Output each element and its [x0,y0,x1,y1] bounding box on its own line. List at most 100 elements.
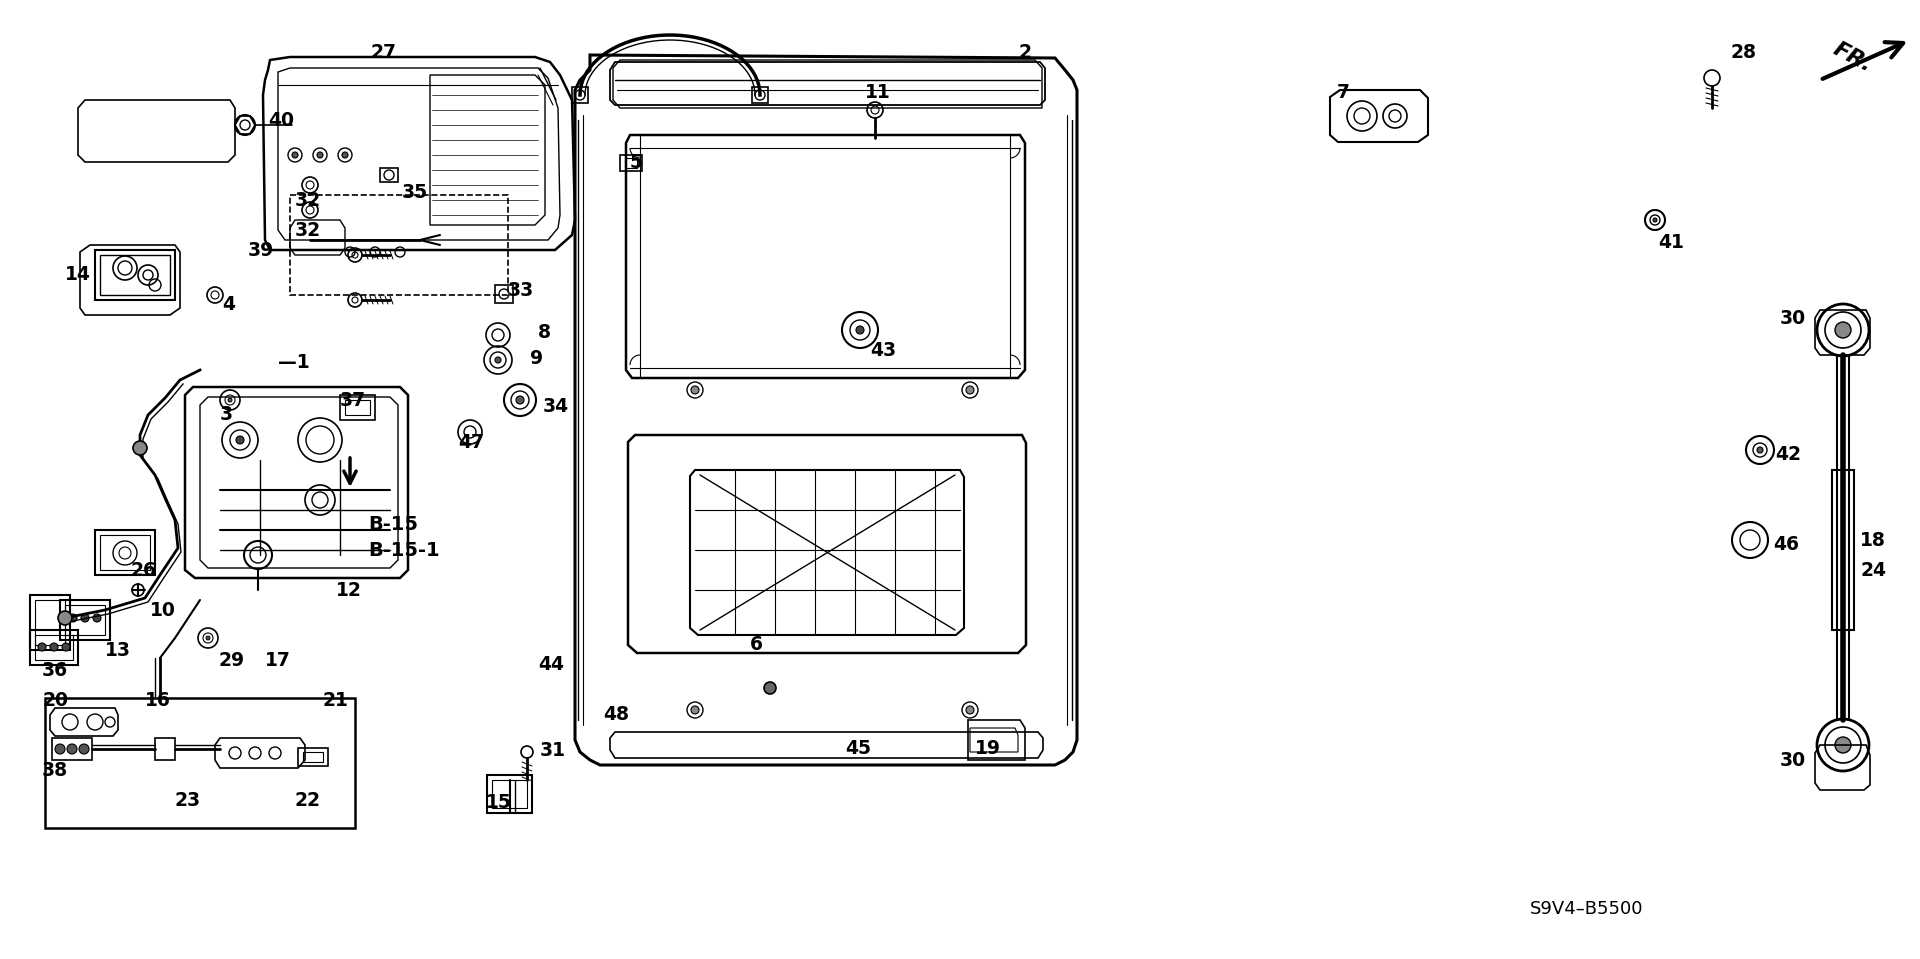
Text: 27: 27 [371,42,396,61]
Bar [94,530,156,575]
Text: 41: 41 [1659,232,1684,251]
Text: 22: 22 [296,790,321,809]
Text: 35: 35 [401,182,428,201]
Text: 34: 34 [543,397,568,416]
Circle shape [69,614,77,622]
Text: 14: 14 [65,266,90,285]
Bar [52,738,92,760]
Circle shape [81,614,88,622]
Bar [488,775,532,813]
Circle shape [132,441,148,455]
Text: 44: 44 [538,656,564,674]
Circle shape [67,744,77,754]
Bar [492,780,526,808]
Text: FR.: FR. [1830,39,1876,76]
Bar [753,87,768,103]
Text: 32: 32 [296,191,321,209]
Circle shape [966,706,973,714]
Circle shape [1757,447,1763,453]
Text: 5: 5 [630,153,643,173]
Text: S9V4–B5500: S9V4–B5500 [1530,900,1644,918]
Text: 24: 24 [1860,560,1885,579]
Text: 13: 13 [106,641,131,660]
Bar [94,250,175,300]
Circle shape [236,436,244,444]
Circle shape [228,398,232,402]
Text: 3: 3 [221,406,232,425]
Text: 30: 30 [1780,309,1807,328]
Text: 9: 9 [530,348,543,367]
Text: 11: 11 [866,83,891,103]
Bar [31,630,79,665]
Text: 6: 6 [751,636,762,654]
Bar [572,87,588,103]
Circle shape [691,706,699,714]
Text: 18: 18 [1860,530,1885,550]
Circle shape [205,636,209,640]
Text: 12: 12 [336,580,361,599]
Bar [290,195,509,295]
Bar [346,400,371,415]
Circle shape [92,614,102,622]
Circle shape [966,386,973,394]
Circle shape [317,152,323,158]
Text: 39: 39 [248,241,275,260]
Circle shape [61,643,69,651]
Text: 32: 32 [296,221,321,240]
Circle shape [1836,322,1851,338]
Text: 38: 38 [42,760,67,780]
Text: 37: 37 [340,390,367,409]
Bar [35,600,65,645]
Text: 17: 17 [265,650,290,669]
Bar [35,635,73,660]
Circle shape [691,386,699,394]
Text: 47: 47 [459,433,484,452]
Text: 20: 20 [42,690,67,710]
Bar [1832,470,1855,630]
Text: B-15: B-15 [369,516,419,534]
Text: 46: 46 [1772,535,1799,554]
Bar [303,752,323,762]
Circle shape [764,682,776,694]
Text: 29: 29 [219,650,244,669]
Text: 7: 7 [1336,82,1350,102]
Text: 23: 23 [175,790,202,809]
Circle shape [58,611,73,625]
Text: —1: —1 [278,353,309,371]
Circle shape [342,152,348,158]
Text: 21: 21 [323,690,348,710]
Text: 8: 8 [538,323,551,342]
Circle shape [1653,218,1657,222]
Text: 48: 48 [603,706,630,724]
Text: 4: 4 [223,295,234,315]
Text: 43: 43 [870,340,897,360]
Bar [100,255,171,295]
Bar [44,698,355,828]
Text: 42: 42 [1774,446,1801,464]
Circle shape [38,643,46,651]
Circle shape [856,326,864,334]
Text: 16: 16 [146,690,171,710]
Bar [380,168,397,182]
Bar [31,595,69,650]
Text: 10: 10 [150,600,177,620]
Text: 30: 30 [1780,751,1807,769]
Circle shape [495,357,501,363]
Text: 19: 19 [975,738,1000,758]
Text: B-15-1: B-15-1 [369,541,440,559]
Circle shape [56,744,65,754]
Circle shape [50,643,58,651]
Text: 40: 40 [269,110,294,129]
Bar [340,395,374,420]
Bar [298,748,328,766]
Circle shape [1836,737,1851,753]
Bar [100,535,150,570]
Bar [156,738,175,760]
Bar [495,285,513,303]
Bar [65,605,106,635]
Text: 45: 45 [845,738,872,758]
Bar [620,155,641,171]
Bar [626,158,637,168]
Text: 2: 2 [1018,42,1031,61]
Text: 28: 28 [1730,42,1757,61]
